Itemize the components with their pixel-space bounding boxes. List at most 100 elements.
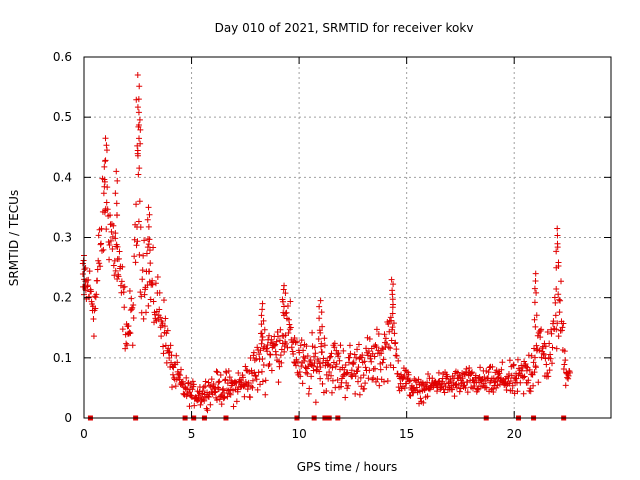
data-point bbox=[365, 348, 372, 355]
data-point bbox=[276, 363, 283, 370]
data-point bbox=[152, 280, 159, 287]
data-point bbox=[542, 343, 549, 350]
data-point bbox=[241, 393, 248, 400]
data-point bbox=[492, 378, 499, 385]
peak-point bbox=[532, 278, 539, 285]
data-point bbox=[121, 304, 128, 311]
data-point bbox=[262, 391, 269, 398]
peak-point bbox=[136, 83, 143, 90]
data-point bbox=[300, 347, 307, 354]
data-point bbox=[189, 378, 196, 385]
data-point bbox=[489, 363, 496, 370]
data-point bbox=[351, 351, 358, 358]
data-point bbox=[562, 357, 569, 364]
data-point bbox=[129, 342, 136, 349]
data-point bbox=[285, 330, 292, 337]
data-point bbox=[144, 244, 151, 251]
peak-point bbox=[145, 204, 152, 211]
data-point bbox=[496, 370, 503, 377]
data-point bbox=[388, 337, 395, 344]
data-point bbox=[469, 369, 476, 376]
data-point bbox=[336, 357, 343, 364]
data-point bbox=[545, 373, 552, 380]
data-point bbox=[316, 360, 323, 367]
data-point bbox=[169, 371, 176, 378]
data-point bbox=[424, 393, 431, 400]
data-point bbox=[183, 374, 190, 381]
data-point bbox=[393, 346, 400, 353]
data-point bbox=[277, 326, 284, 333]
data-point bbox=[329, 364, 336, 371]
data-point bbox=[391, 330, 398, 337]
data-point bbox=[133, 242, 140, 249]
data-point bbox=[199, 387, 206, 394]
data-point bbox=[442, 383, 449, 390]
data-point bbox=[201, 397, 208, 404]
peak-point bbox=[146, 247, 153, 254]
data-point bbox=[530, 382, 537, 389]
data-point bbox=[224, 393, 231, 400]
data-point bbox=[97, 263, 104, 270]
data-point bbox=[134, 238, 141, 245]
data-point bbox=[520, 374, 527, 381]
data-point bbox=[509, 382, 516, 389]
data-point bbox=[158, 333, 165, 340]
data-point bbox=[334, 377, 341, 384]
peak-point bbox=[281, 312, 287, 319]
data-point bbox=[156, 289, 163, 296]
y-axis-label: SRMTID / TECUs bbox=[7, 190, 21, 286]
data-point bbox=[292, 359, 299, 366]
data-point bbox=[128, 295, 135, 302]
data-point bbox=[222, 376, 229, 383]
data-point bbox=[362, 364, 369, 371]
data-point bbox=[214, 369, 221, 376]
data-point bbox=[361, 385, 368, 392]
peak-point bbox=[388, 276, 395, 283]
data-point bbox=[150, 244, 157, 251]
data-point bbox=[140, 315, 147, 322]
data-point bbox=[140, 252, 147, 259]
data-point bbox=[227, 386, 234, 393]
peak-point bbox=[318, 340, 325, 347]
data-point bbox=[154, 274, 161, 281]
axis-ticks: 0 0.1 0.2 0.3 0.4 0.5 0.6 0 5 10 15 20 bbox=[53, 50, 611, 441]
data-point bbox=[294, 358, 301, 365]
peak-point bbox=[137, 140, 144, 147]
data-point bbox=[110, 222, 117, 229]
data-point bbox=[550, 318, 557, 325]
data-point bbox=[363, 345, 370, 352]
data-point bbox=[332, 363, 339, 370]
data-point bbox=[156, 306, 163, 313]
peak-point bbox=[113, 200, 120, 207]
peak-point bbox=[103, 147, 110, 154]
data-point bbox=[417, 395, 424, 402]
data-point bbox=[226, 374, 233, 381]
peak-point bbox=[134, 150, 141, 157]
data-point bbox=[537, 334, 544, 341]
data-point bbox=[382, 335, 389, 342]
data-point bbox=[115, 273, 122, 280]
peak-point bbox=[317, 297, 324, 304]
peak-point bbox=[102, 157, 109, 164]
data-point bbox=[164, 327, 171, 334]
data-point bbox=[385, 344, 392, 351]
data-point bbox=[549, 344, 556, 351]
data-point bbox=[162, 315, 169, 322]
data-point bbox=[347, 350, 354, 357]
data-point bbox=[329, 377, 336, 384]
peak-point bbox=[279, 298, 286, 305]
data-point bbox=[298, 337, 305, 344]
data-point bbox=[328, 350, 335, 357]
data-point bbox=[305, 390, 312, 397]
peak-point bbox=[135, 122, 142, 129]
data-point bbox=[255, 369, 262, 376]
data-point bbox=[342, 394, 349, 401]
data-point bbox=[312, 399, 319, 406]
peak-point bbox=[553, 285, 560, 292]
data-point bbox=[114, 276, 121, 283]
data-point bbox=[378, 350, 385, 357]
data-point bbox=[150, 298, 157, 305]
data-point bbox=[449, 386, 456, 393]
peak-point bbox=[389, 310, 396, 317]
data-point bbox=[462, 384, 469, 391]
